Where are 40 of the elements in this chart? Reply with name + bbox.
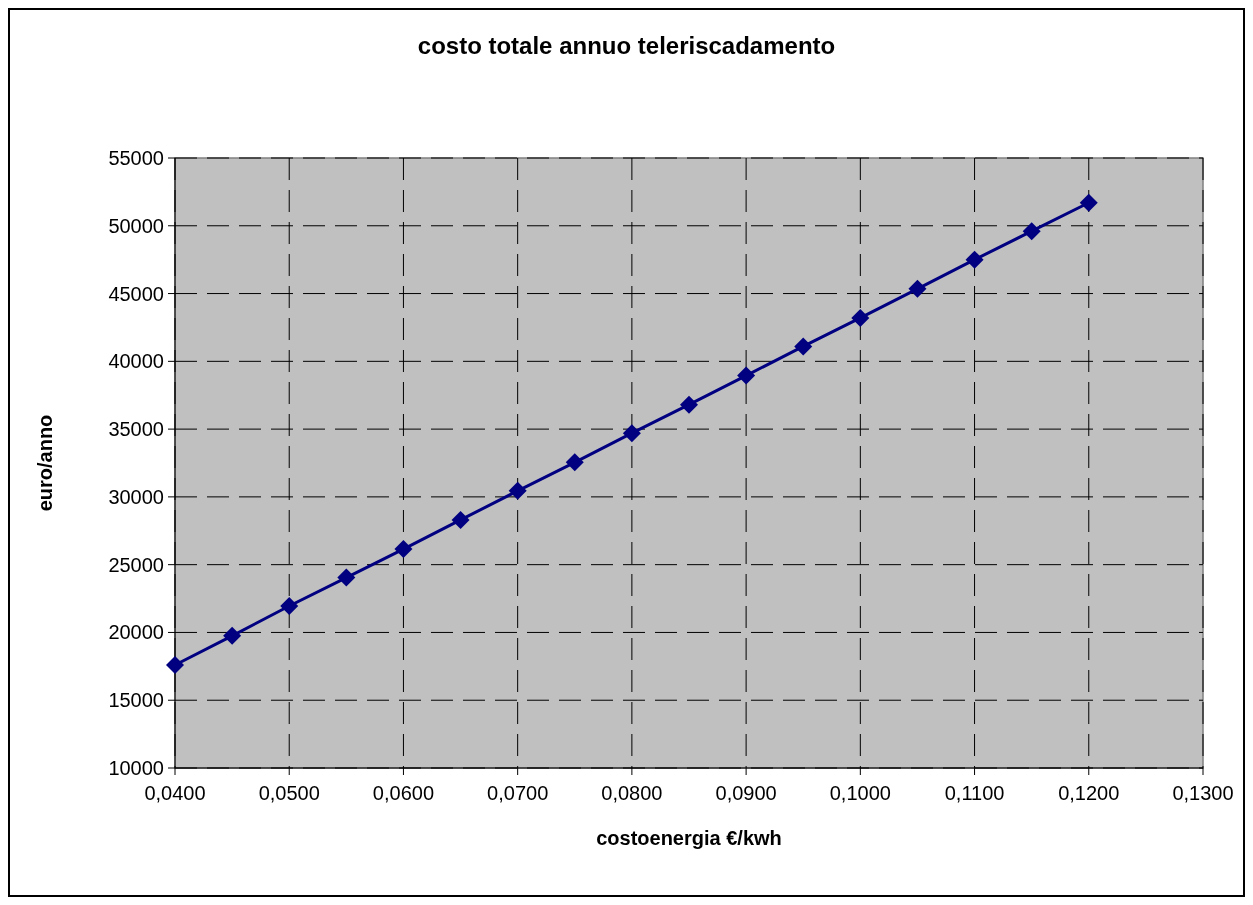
- point: [965, 250, 984, 269]
- y-tick-label: 25000: [108, 553, 164, 576]
- x-axis-title: costoenergia €/kwh: [596, 827, 782, 849]
- y-tick-label: 15000: [108, 689, 164, 712]
- x-tick-label: 0,0400: [144, 782, 206, 804]
- point: [737, 366, 756, 385]
- y-tick-label: 55000: [108, 147, 164, 169]
- point: [851, 308, 870, 327]
- point: [680, 395, 698, 414]
- x-tick-label: 0,1200: [1058, 782, 1120, 804]
- point: [451, 510, 470, 529]
- x-tick-label: 0,0500: [258, 782, 320, 804]
- x-tick-label: 0,0600: [372, 782, 435, 804]
- x-tick-label: 0,1300: [1172, 782, 1234, 804]
- chart-title: costo totale annuo teleriscadamento: [417, 32, 836, 59]
- point: [565, 453, 584, 472]
- x-tick-label: 0,1000: [829, 782, 891, 804]
- point: [1079, 193, 1098, 212]
- x-tick-label: 0,1100: [944, 782, 1005, 804]
- point: [908, 279, 927, 298]
- y-tick-label: 30000: [108, 485, 164, 508]
- point: [508, 481, 527, 500]
- point: [622, 424, 641, 443]
- y-tick-label: 45000: [108, 282, 164, 305]
- point: [1022, 222, 1041, 241]
- y-tick-label: 50000: [108, 214, 164, 237]
- y-tick-label: 35000: [108, 418, 164, 441]
- point: [337, 568, 356, 587]
- point: [794, 337, 813, 356]
- point: [280, 597, 299, 616]
- y-axis-title: euro/anno: [34, 414, 56, 512]
- point: [223, 626, 242, 645]
- point: [394, 540, 413, 559]
- x-tick-label: 0,0900: [715, 782, 777, 804]
- x-tick-label: 0,0700: [487, 782, 549, 804]
- y-tick-label: 40000: [108, 350, 164, 373]
- point: [166, 655, 184, 674]
- x-tick-label: 0,0800: [601, 782, 663, 804]
- y-tick-label: 10000: [108, 757, 164, 779]
- y-tick-label: 20000: [108, 621, 164, 644]
